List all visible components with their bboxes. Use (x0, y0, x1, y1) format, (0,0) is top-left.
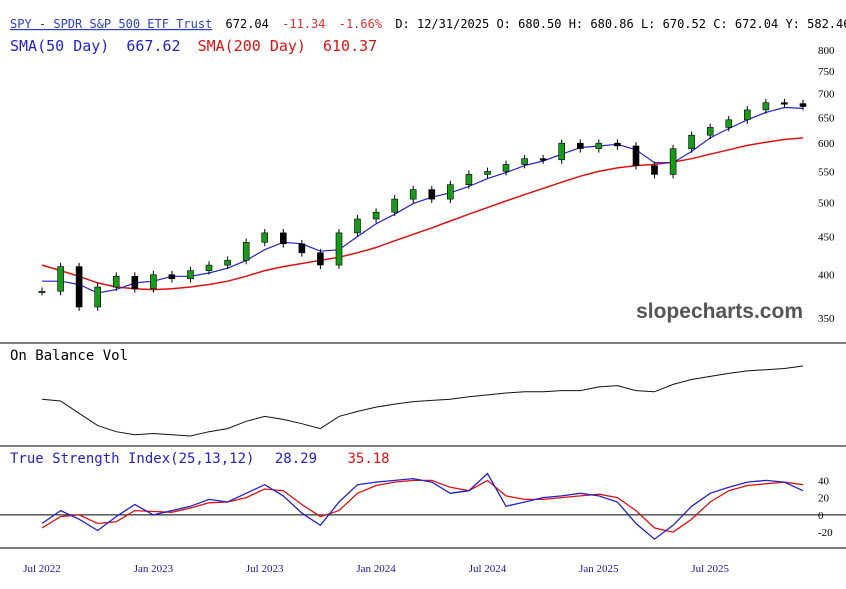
candle-body (521, 158, 528, 165)
candle-body (799, 103, 807, 107)
candle-body (261, 232, 269, 243)
tsi-tick-label: 0 (818, 510, 824, 522)
ohlc-readout: D: 12/31/2025 O: 680.50 H: 680.86 L: 670… (395, 17, 846, 31)
candle-body (669, 148, 677, 175)
svg-text:True Strength Index(25,13,12): True Strength Index(25,13,12) 28.29 35.1… (10, 451, 390, 467)
price-change: -11.34 (282, 17, 325, 31)
obv-line (41, 365, 804, 437)
last-price: 672.04 (226, 17, 269, 31)
candle-body (317, 252, 324, 266)
candle-body (279, 232, 287, 245)
sma200-value: 610.37 (323, 37, 377, 55)
candle-body (242, 242, 250, 261)
candle-body (446, 184, 454, 200)
sma200-line (41, 137, 804, 291)
candle-body (706, 127, 714, 136)
candle-body (743, 109, 751, 121)
x-tick-label: Jan 2025 (579, 563, 619, 575)
candle-body (688, 134, 695, 149)
candle-body (651, 165, 658, 175)
x-axis: Jul 2022 Jan 2023 Jul 2023 Jan 2024 Jul 2024… (23, 563, 729, 575)
price-change-pct: -1.66% (339, 17, 383, 31)
tsi-signal-line (41, 479, 804, 533)
candle-body (205, 264, 213, 272)
sma50-value: 667.62 (126, 37, 180, 55)
price-tick-label: 400 (818, 270, 835, 282)
svg-text:SMA(50 Day) 667.62 SMA: SMA(50 Day) 667.62 SMA(200 Day) 610.37 (10, 37, 377, 55)
candle-body (465, 174, 473, 185)
candle-body (725, 119, 733, 128)
price-tick-label: 800 (818, 45, 835, 57)
obv-panel (41, 365, 804, 437)
x-tick-label: Jul 2024 (469, 563, 507, 575)
candle-body (335, 232, 343, 266)
sma200-label: SMA(200 Day) (198, 37, 306, 55)
candle-body (57, 266, 64, 292)
tsi-signal-value: 35.18 (347, 451, 389, 467)
candle-body (409, 189, 417, 200)
candle-body (539, 158, 547, 161)
candle-body (391, 198, 399, 213)
candle-body (502, 164, 510, 172)
x-tick-label: Jan 2024 (356, 563, 396, 575)
tsi-panel: -20 0 20 40 (0, 472, 846, 540)
x-tick-label: Jul 2022 (23, 563, 61, 575)
price-tick-label: 500 (818, 197, 835, 209)
candle-body (372, 211, 380, 220)
tsi-tick-label: 20 (818, 493, 830, 505)
tsi-line (41, 472, 804, 540)
price-tick-label: 450 (818, 232, 835, 244)
x-tick-label: Jul 2023 (246, 563, 284, 575)
candle-body (298, 243, 306, 254)
candle-body (762, 102, 770, 111)
tsi-tick-label: -20 (818, 527, 833, 539)
x-tick-label: Jul 2025 (691, 563, 729, 575)
candle-body (595, 142, 603, 149)
symbol-link[interactable]: SPY - SPDR S&P 500 ETF Trust (10, 17, 212, 31)
x-tick-label: Jan 2023 (134, 563, 174, 575)
candle-body (632, 145, 640, 166)
price-tick-label: 700 (818, 88, 835, 100)
price-panel: 350 400 450 500 550 600 650 700 750 800 (38, 45, 835, 325)
candle-body (38, 290, 46, 294)
obv-title: On Balance Vol (10, 348, 128, 364)
candle-body (781, 102, 788, 105)
candle-body (576, 142, 584, 149)
candle-body (75, 266, 83, 308)
price-tick-label: 750 (818, 66, 835, 78)
candle-body (112, 275, 120, 288)
price-tick-label: 550 (818, 166, 835, 178)
candle-body (187, 270, 194, 280)
svg-text:SPY - SPDR S&P 500 ETF Trust: SPY - SPDR S&P 500 ETF Trust 672.04 -11.… (10, 17, 846, 31)
watermark: slopecharts.com (636, 300, 803, 323)
price-tick-label: 600 (818, 138, 835, 150)
price-tick-label: 350 (818, 313, 835, 325)
candle-body (94, 286, 101, 308)
candle-body (224, 260, 231, 266)
tsi-title: True Strength Index(25,13,12) (10, 451, 254, 467)
candle-body (168, 274, 176, 280)
candle-body (428, 189, 436, 200)
tsi-value: 28.29 (275, 451, 317, 467)
candle-body (131, 275, 139, 290)
tsi-tick-label: 40 (818, 475, 830, 487)
price-tick-label: 650 (818, 112, 835, 124)
candle-body (484, 171, 491, 175)
candle-body (150, 274, 157, 290)
candle-body (558, 142, 566, 161)
sma50-label: SMA(50 Day) (10, 37, 109, 55)
candle-body (614, 142, 621, 147)
candle-body (354, 218, 361, 234)
